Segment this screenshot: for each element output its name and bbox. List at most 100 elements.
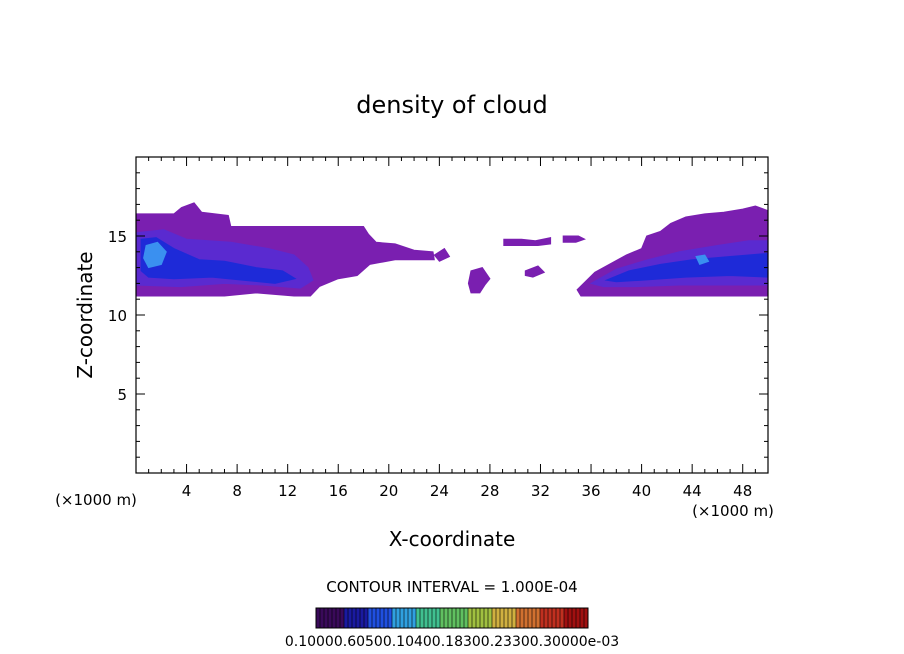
colorbar-swatch	[512, 608, 516, 628]
colorbar-swatch	[320, 608, 324, 628]
x-tick-label: 24	[430, 482, 449, 500]
colorbar-swatch	[584, 608, 588, 628]
colorbar-swatch	[452, 608, 456, 628]
x-tick-label: 20	[379, 482, 398, 500]
colorbar-swatch	[364, 608, 368, 628]
mid-fragment-d	[562, 235, 586, 243]
colorbar-swatch	[356, 608, 360, 628]
colorbar-swatch	[388, 608, 392, 628]
colorbar-swatch	[400, 608, 404, 628]
colorbar-swatch	[508, 608, 512, 628]
x-tick-label: 12	[278, 482, 297, 500]
mid-fragment-b	[503, 236, 552, 246]
plot-frame	[135, 156, 769, 474]
colorbar-swatch	[336, 608, 340, 628]
x-tick-label: 40	[632, 482, 651, 500]
x-tick-label: 28	[480, 482, 499, 500]
colorbar-swatch	[572, 608, 576, 628]
colorbar-swatch	[500, 608, 504, 628]
colorbar-swatch	[520, 608, 524, 628]
mid-fragment-e	[433, 247, 451, 262]
x-unit-left: (×1000 m)	[55, 491, 137, 509]
x-ticks: 4 8 12 16 20 24 28 32 36 40 44 48	[148, 157, 756, 500]
right-cloud-peak	[695, 254, 710, 266]
colorbar-swatch	[548, 608, 552, 628]
colorbar-swatch	[544, 608, 548, 628]
colorbar	[315, 608, 588, 628]
left-cloud-peak	[143, 241, 167, 269]
x-tick-label: 4	[182, 482, 192, 500]
colorbar-swatch	[536, 608, 540, 628]
y-tick-label: 10	[108, 307, 127, 325]
colorbar-swatch	[428, 608, 432, 628]
x-unit-right: (×1000 m)	[692, 502, 774, 520]
colorbar-swatch	[420, 608, 424, 628]
colorbar-swatch	[524, 608, 528, 628]
colorbar-swatch	[540, 608, 544, 628]
colorbar-swatch	[468, 608, 472, 628]
y-tick-label: 5	[117, 386, 127, 404]
colorbar-swatch	[464, 608, 468, 628]
colorbar-swatch	[436, 608, 440, 628]
colorbar-swatch	[432, 608, 436, 628]
colorbar-swatch	[528, 608, 532, 628]
colorbar-swatch	[476, 608, 480, 628]
colorbar-swatch	[488, 608, 492, 628]
colorbar-swatch	[368, 608, 372, 628]
colorbar-swatch	[396, 608, 400, 628]
colorbar-swatch	[372, 608, 376, 628]
colorbar-swatch	[456, 608, 460, 628]
colorbar-swatch	[556, 608, 560, 628]
x-tick-label: 44	[683, 482, 702, 500]
colorbar-swatch	[360, 608, 364, 628]
colorbar-swatch	[404, 608, 408, 628]
colorbar-swatch	[580, 608, 584, 628]
colorbar-swatch	[316, 608, 320, 628]
colorbar-swatch	[504, 608, 508, 628]
colorbar-swatch	[448, 608, 452, 628]
colorbar-swatch	[324, 608, 328, 628]
chart-title: density of cloud	[356, 91, 547, 119]
colorbar-swatch	[444, 608, 448, 628]
x-tick-label: 8	[232, 482, 242, 500]
x-tick-label: 32	[531, 482, 550, 500]
colorbar-swatch	[576, 608, 580, 628]
y-tick-label: 15	[108, 228, 127, 246]
colorbar-swatch	[392, 608, 396, 628]
colorbar-swatch	[484, 608, 488, 628]
colorbar-swatch	[384, 608, 388, 628]
colorbar-swatch	[380, 608, 384, 628]
colorbar-swatch	[460, 608, 464, 628]
colorbar-swatch	[472, 608, 476, 628]
colorbar-swatch	[328, 608, 332, 628]
colorbar-swatch	[376, 608, 380, 628]
colorbar-swatch	[348, 608, 352, 628]
colorbar-swatch	[440, 608, 444, 628]
colorbar-labels: 0.10000.60500.10400.18300.23300.30000e-0…	[285, 634, 619, 650]
colorbar-swatch	[412, 608, 416, 628]
colorbar-swatch	[492, 608, 496, 628]
mid-fragment-a	[467, 267, 491, 294]
colorbar-swatch	[344, 608, 348, 628]
cloud-regions	[135, 202, 769, 297]
colorbar-swatch	[416, 608, 420, 628]
colorbar-swatch	[496, 608, 500, 628]
colorbar-swatch	[340, 608, 344, 628]
colorbar-swatch	[352, 608, 356, 628]
y-ticks: 5 10 15	[108, 172, 768, 458]
x-tick-label: 48	[733, 482, 752, 500]
colorbar-swatch	[480, 608, 484, 628]
colorbar-swatch	[560, 608, 564, 628]
colorbar-swatch	[564, 608, 568, 628]
colorbar-swatch	[552, 608, 556, 628]
x-tick-label: 36	[581, 482, 600, 500]
colorbar-swatch	[516, 608, 520, 628]
colorbar-swatch	[332, 608, 336, 628]
x-axis-label: X-coordinate	[389, 527, 516, 551]
x-tick-label: 16	[329, 482, 348, 500]
mid-fragment-c	[524, 265, 546, 278]
colorbar-frame	[315, 607, 589, 629]
colorbar-swatch	[568, 608, 572, 628]
contour-interval: CONTOUR INTERVAL = 1.000E-04	[326, 578, 577, 596]
